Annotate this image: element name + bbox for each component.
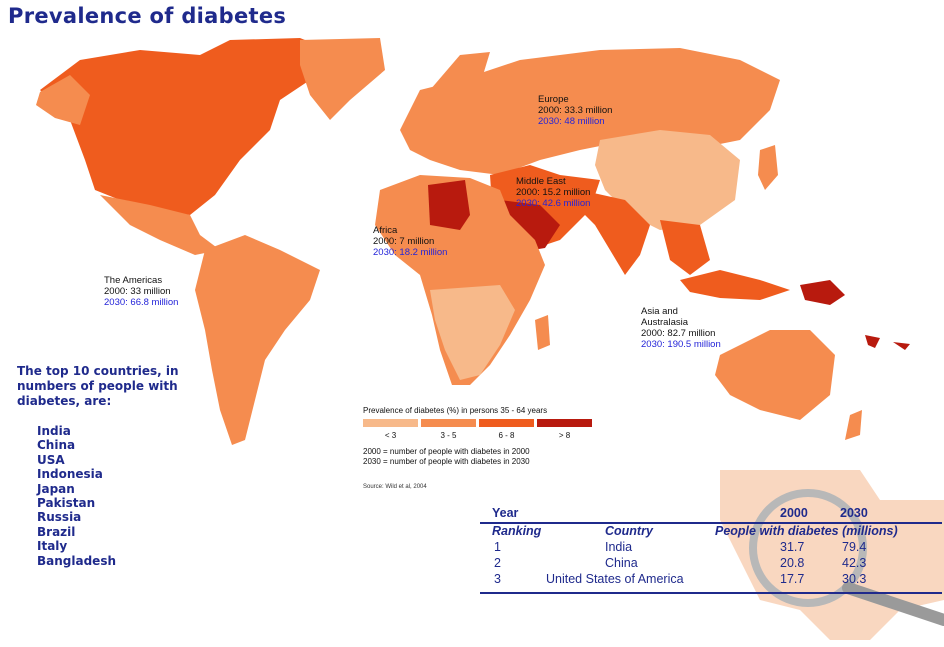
new-zealand	[845, 410, 862, 440]
japan	[758, 145, 778, 190]
table-row: 1 India 31.7 79.4	[480, 540, 942, 556]
southern-africa	[430, 285, 515, 380]
asia-name-line1: Asia and	[641, 306, 678, 317]
top10-country: Italy	[37, 539, 68, 554]
top10-country: Indonesia	[37, 467, 103, 482]
row2-rank: 2	[494, 556, 501, 570]
asia-name-line2: Australasia	[641, 317, 688, 328]
page-title: Prevalence of diabetes	[8, 4, 287, 28]
libya	[428, 180, 470, 230]
magnifier-lens	[749, 489, 867, 607]
middle-east-2000: 2000: 15.2 million	[516, 187, 591, 198]
north-america	[40, 38, 330, 215]
south-america	[195, 235, 320, 445]
africa-2000: 2000: 7 million	[373, 236, 435, 247]
europe-name: Europe	[538, 94, 569, 105]
legend-label-6to8: 6 - 8	[498, 431, 515, 440]
legend-title: Prevalence of diabetes (%) in persons 35…	[363, 406, 548, 415]
row1-2030: 79.4	[842, 540, 867, 554]
southeast-asia	[660, 220, 710, 275]
india	[580, 190, 650, 275]
legend-note-2000: 2000 = number of people with diabetes in…	[363, 447, 530, 456]
legend-label-gt8: > 8	[558, 431, 571, 440]
africa-2030: 2030: 18.2 million	[373, 247, 448, 258]
top10-country: Pakistan	[37, 496, 96, 511]
asia-2000: 2000: 82.7 million	[641, 328, 716, 339]
year-2000: 2000	[780, 506, 808, 520]
top10-country: USA	[37, 452, 65, 467]
legend-swatch-gt8	[537, 419, 592, 427]
alaska	[36, 75, 90, 125]
label-asia: Asia and Australasia 2000: 82.7 million …	[641, 306, 721, 350]
top10-country: Russia	[37, 510, 82, 525]
row1-2000: 31.7	[780, 540, 805, 554]
row2-2030: 42.3	[842, 556, 867, 570]
table-row: 3 United States of America 17.7 30.3	[480, 572, 942, 588]
row2-2000: 20.8	[780, 556, 805, 570]
madagascar	[535, 315, 550, 350]
legend-label-lt3: < 3	[384, 431, 397, 440]
year-2030: 2030	[840, 506, 868, 520]
legend-swatch-6to8	[479, 419, 534, 427]
papua-new-guinea	[800, 280, 845, 305]
legend-swatch-3to5	[421, 419, 476, 427]
label-europe: Europe 2000: 33.3 million 2030: 48 milli…	[538, 94, 612, 127]
table-year-row: Year 2000 2030	[480, 506, 942, 522]
label-americas: The Americas 2000: 33 million 2030: 66.8…	[104, 275, 178, 308]
row3-2030: 30.3	[842, 572, 867, 586]
row3-rank: 3	[494, 572, 501, 586]
top10-country: Bangladesh	[37, 553, 117, 568]
middle-east-2030: 2030: 42.6 million	[516, 198, 591, 209]
top10-heading: The top 10 countries, in numbers of peop…	[17, 364, 179, 408]
label-middle-east: Middle East 2000: 15.2 million 2030: 42.…	[516, 176, 590, 209]
americas-2030: 2030: 66.8 million	[104, 297, 179, 308]
table-bottom-rule	[480, 592, 942, 594]
row3-2000: 17.7	[780, 572, 805, 586]
header-country: Country	[605, 524, 653, 538]
year-label: Year	[492, 506, 519, 520]
source-note: Source: Wild et al, 2004	[363, 484, 427, 490]
top10-country: Brazil	[37, 524, 76, 539]
middle-east-name: Middle East	[516, 176, 566, 187]
europe-2030: 2030: 48 million	[538, 116, 605, 127]
row2-country: China	[605, 556, 638, 570]
australia	[715, 330, 835, 420]
legend-swatch-lt3	[363, 419, 418, 427]
europe-2000: 2000: 33.3 million	[538, 105, 613, 116]
scandinavia	[430, 52, 490, 115]
top10-country: Japan	[37, 481, 75, 496]
legend-labels: < 3 3 - 5 6 - 8 > 8	[363, 431, 592, 440]
table-top-rule	[480, 522, 942, 524]
table-row: 2 China 20.8 42.3	[480, 556, 942, 572]
row3-country: United States of America	[546, 572, 684, 586]
label-africa: Africa 2000: 7 million 2030: 18.2 millio…	[373, 225, 447, 258]
row1-country: India	[605, 540, 633, 554]
stats-table: Year 2000 2030 Ranking Country People wi…	[480, 506, 942, 594]
americas-2000: 2000: 33 million	[104, 286, 171, 297]
table-header-row: Ranking Country People with diabetes (mi…	[480, 524, 942, 540]
indonesia	[680, 270, 790, 300]
china	[595, 130, 740, 230]
americas-name: The Americas	[104, 275, 163, 286]
header-people: People with diabetes (millions)	[715, 524, 898, 538]
greenland	[300, 38, 385, 120]
asia-2030: 2030: 190.5 million	[641, 339, 721, 350]
africa-name: Africa	[373, 225, 398, 236]
mexico	[100, 195, 220, 255]
pacific-islands	[865, 335, 910, 350]
header-ranking: Ranking	[492, 524, 542, 538]
legend-label-3to5: 3 - 5	[440, 431, 457, 440]
legend-note-2030: 2030 = number of people with diabetes in…	[363, 457, 530, 466]
row1-rank: 1	[494, 540, 501, 554]
legend-swatches	[363, 419, 592, 427]
top10-list: India China USA Indonesia Japan Pakistan Russi…	[37, 424, 116, 568]
top10-country: China	[37, 438, 76, 453]
top10-country: India	[37, 424, 71, 438]
